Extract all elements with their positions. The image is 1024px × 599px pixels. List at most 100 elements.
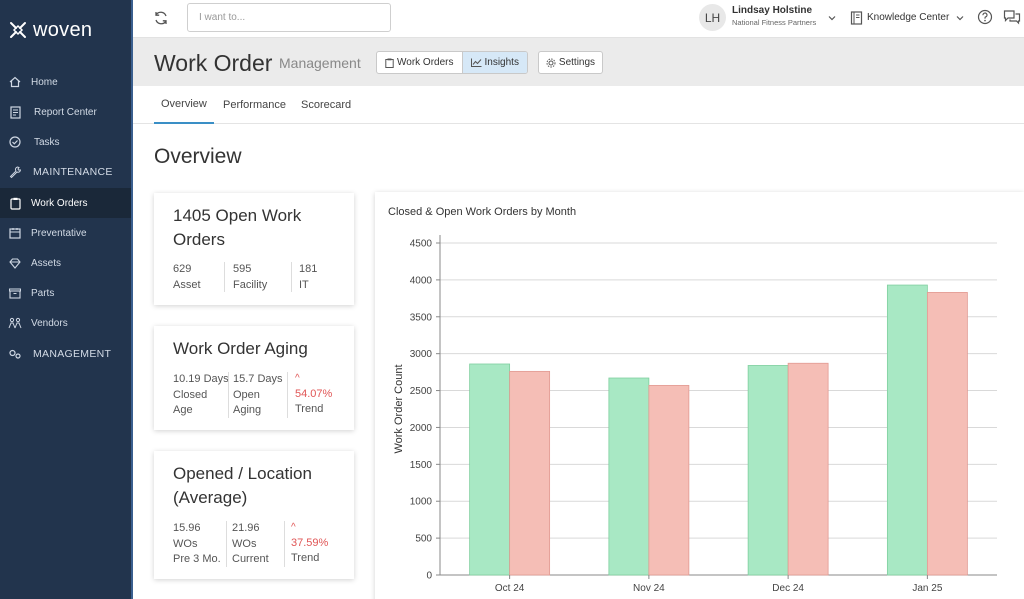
user-org: National Fitness Partners [732,18,817,27]
trend-label: Trend [291,552,320,564]
refresh-icon[interactable] [153,10,169,26]
sidebar-item-home[interactable]: Home [0,67,133,97]
clipboard-icon [8,196,22,210]
sidebar-item-label: Tasks [34,136,60,148]
opened-per-location-card[interactable]: Opened / Location (Average) 15.96 WOs Pr… [154,451,354,579]
tab-bar: Overview Performance Scorecard [133,86,1024,124]
help-icon[interactable] [977,9,993,25]
wrench-icon [8,165,22,179]
tab-scorecard[interactable]: Scorecard [301,99,352,111]
bar [747,365,789,576]
avatar[interactable]: LH [699,4,726,31]
settings-button[interactable]: Settings [538,51,603,74]
y-tick-label: 1500 [410,460,433,471]
stat-label: WOs [232,537,257,550]
work-orders-view-button[interactable]: Work Orders [377,52,462,73]
card-title: Opened / Location (Average) [173,464,312,507]
closed-age-stat: 10.19 Days Closed Age [173,372,229,419]
y-tick-label: 0 [426,571,432,582]
sidebar-item-management[interactable]: MANAGEMENT [0,339,133,369]
bar-chart: 0 500 1000 1500 2000 2500 3000 3500 4000 4500 Work… [393,235,997,594]
home-icon [8,75,22,89]
stat-label: Current [232,553,269,565]
it-stat: 181 IT [299,262,317,293]
work-orders-view-label: Work Orders [397,57,454,68]
facility-stat: 595 Facility [233,262,267,293]
insights-view-label: Insights [484,57,519,68]
card-title: Work Order Aging [173,339,308,358]
book-icon [850,11,863,25]
stat-value: 15.7 Days [233,373,283,385]
stat-value: 181 [299,263,318,275]
y-tick-label: 1000 [410,497,433,508]
stat-label: Closed [173,388,208,401]
sidebar-item-vendors[interactable]: Vendors [0,308,133,338]
sidebar-item-label: MANAGEMENT [33,348,112,360]
stat-value: 15.96 [173,522,201,534]
app-logo-text: woven [33,18,93,41]
work-order-aging-card[interactable]: Work Order Aging 10.19 Days Closed Age 1… [154,326,354,430]
knowledge-center-link[interactable]: Knowledge Center [867,12,950,23]
y-axis-label: Work Order Count [393,364,405,453]
bar [509,370,551,576]
aging-trend: ^ 54.07% Trend [295,371,332,418]
sidebar-item-work-orders[interactable]: Work Orders [0,188,133,218]
sidebar-item-label: Report Center [34,106,97,118]
sidebar-item-label: Parts [31,287,55,299]
stat-value: 595 [233,263,252,275]
sidebar-item-tasks[interactable]: Tasks [0,127,133,157]
open-work-orders-card[interactable]: 1405 Open Work Orders 629 Asset 595 Faci… [154,193,354,305]
previous-stat: 15.96 WOs Pre 3 Mo. [173,521,221,568]
chevron-down-icon[interactable] [955,13,965,23]
sidebar-item-report-center[interactable]: Report Center [0,97,133,127]
user-name[interactable]: Lindsay Holstine [732,5,813,16]
stat-label: Aging [233,404,262,416]
divider [224,262,225,292]
stat-label: Pre 3 Mo. [173,553,221,565]
divider [291,262,292,292]
chat-icon[interactable] [1003,9,1021,25]
page-title: Work Order [154,50,273,76]
x-tick-label: Oct 24 [495,583,525,594]
card-title: 1405 Open Work Orders [173,206,302,249]
app-logo[interactable]: woven [0,0,133,60]
settings-label: Settings [558,57,596,68]
diamond-icon [8,256,22,270]
stat-label: Facility [233,278,268,291]
sidebar-item-label: Vendors [31,317,68,329]
main-content: Overview 1405 Open Work Orders 629 Asset… [133,124,1024,599]
chart-title: Closed & Open Work Orders by Month [388,206,577,218]
y-tick-label: 4500 [410,239,433,250]
sidebar-item-parts[interactable]: Parts [0,278,133,308]
line-chart-icon [470,58,481,67]
divider [287,372,288,418]
search-input[interactable] [187,3,391,32]
sidebar-item-maintenance[interactable]: MAINTENANCE [0,157,133,187]
y-tick-label: 2000 [410,423,433,434]
sidebar-item-preventative[interactable]: Preventative [0,218,133,248]
trend-label: Trend [295,403,324,415]
divider [284,521,285,567]
asset-stat: 629 Asset [173,262,201,293]
chevron-down-icon[interactable] [827,13,837,23]
divider [226,521,227,567]
divider [228,372,229,418]
bar [926,292,968,576]
report-icon [8,105,22,119]
open-aging-stat: 15.7 Days Open Aging [233,372,283,419]
stat-label: Open [233,388,260,401]
clipboard-icon [385,58,394,68]
sidebar-item-assets[interactable]: Assets [0,248,133,278]
bar [886,284,928,576]
view-toggle: Work Orders Insights [376,51,528,74]
chart-card: Closed & Open Work Orders by Month 0 500 1… [375,192,1024,599]
section-title: Overview [154,145,242,168]
tab-performance[interactable]: Performance [223,99,286,111]
tab-overview[interactable]: Overview [154,86,214,124]
woven-logo-icon [10,22,26,38]
stat-value: 21.96 [232,522,260,534]
bar [787,362,829,576]
sidebar: woven Home Report Center Tasks MAINTENAN… [0,0,133,599]
stat-label: Asset [173,278,201,291]
insights-view-button[interactable]: Insights [461,52,527,73]
